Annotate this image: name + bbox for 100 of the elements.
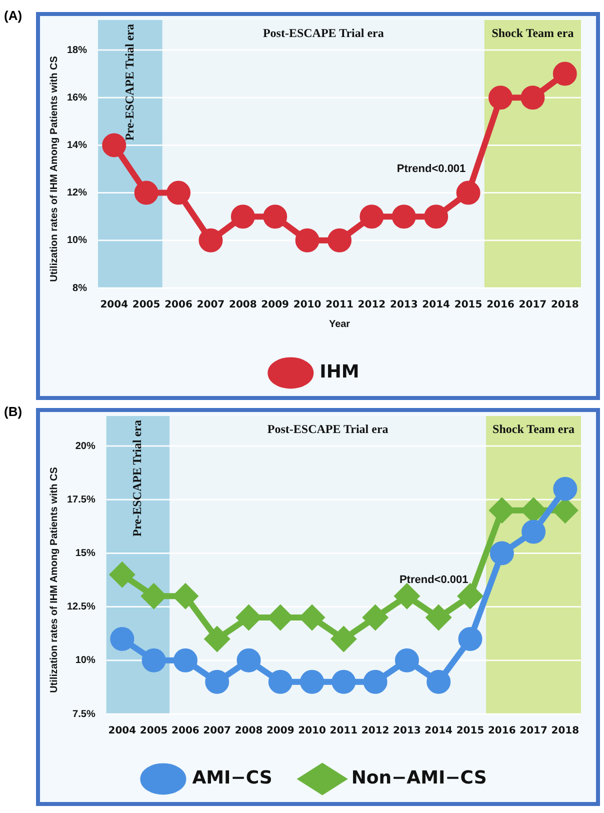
point [300, 670, 324, 694]
x-tick-label: 2012 [358, 300, 386, 311]
x-tick-label: 2017 [518, 300, 547, 311]
legend-label: IHM [320, 362, 360, 383]
point [522, 498, 546, 522]
point [328, 228, 352, 252]
y-axis-title: Utilization rates of IHM Among Patients with CS [48, 466, 60, 693]
point [332, 670, 356, 694]
point [173, 648, 198, 672]
x-tick-label: 2011 [330, 726, 358, 737]
x-tick-label: 2013 [390, 300, 418, 311]
x-tick-label: 2016 [488, 726, 516, 737]
point [110, 562, 134, 587]
point [142, 584, 166, 608]
point [553, 498, 578, 522]
point [488, 86, 513, 110]
x-tick-label: 2015 [456, 726, 484, 737]
point [332, 626, 356, 651]
point [198, 228, 223, 252]
band-label: Post-ESCAPE Trial era [262, 26, 384, 40]
y-tick-label: 15% [75, 548, 96, 559]
band-label: Pre-ESCAPE Trial era [122, 24, 136, 141]
point [230, 204, 255, 229]
x-tick-label: 2017 [520, 726, 548, 737]
point [300, 606, 324, 630]
point [205, 670, 230, 694]
y-tick-label: 10% [75, 655, 96, 666]
x-tick-label: 2010 [293, 300, 322, 311]
x-tick-label: 2007 [196, 300, 225, 311]
x-tick-label: 2018 [550, 300, 579, 311]
point [102, 133, 126, 158]
y-tick-label: 18% [67, 44, 88, 56]
x-tick-label: 2008 [234, 726, 263, 737]
point [426, 670, 451, 694]
x-tick-label: 2010 [298, 726, 326, 737]
point [553, 476, 578, 501]
x-tick-label: 2006 [172, 726, 200, 737]
x-tick-label: 2004 [100, 300, 128, 311]
point [392, 204, 416, 229]
point [173, 584, 198, 608]
y-tick-label: 16% [67, 92, 88, 104]
x-tick-label: 2004 [108, 726, 136, 737]
point [363, 606, 388, 630]
band-label: Post-ESCAPE Trial era [267, 422, 388, 436]
point [522, 520, 546, 544]
x-tick-label: 2015 [454, 300, 482, 311]
legend-label: AMI−CS [192, 768, 272, 789]
x-tick-label: 2009 [266, 726, 294, 737]
point [458, 584, 482, 608]
x-tick-label: 2008 [228, 300, 257, 311]
x-tick-label: 2012 [361, 726, 390, 737]
x-axis-title: Year [328, 318, 350, 330]
point [205, 626, 230, 651]
point [456, 180, 480, 205]
point [520, 86, 545, 110]
point [363, 670, 388, 694]
point [394, 584, 419, 608]
point [236, 648, 261, 672]
point [394, 648, 419, 672]
point [142, 648, 166, 672]
x-tick-label: 2016 [486, 300, 514, 311]
point [268, 606, 292, 630]
band-label: Shock Team era [492, 26, 574, 40]
point [490, 498, 514, 522]
annotation: Ptrend<0.001 [396, 163, 466, 176]
x-tick-label: 2006 [164, 300, 192, 311]
point [426, 606, 451, 630]
point [110, 626, 134, 651]
x-tick-label: 2014 [424, 726, 453, 737]
point [268, 670, 292, 694]
y-axis-title: Utilization rates of IHM Among Patients with CS [48, 56, 60, 282]
y-tick-label: 12.5% [66, 602, 96, 613]
band-label: Pre-ESCAPE Trial era [130, 420, 144, 537]
legend-label: Non−AMI−CS [351, 768, 487, 789]
y-tick-label: 10% [67, 235, 88, 246]
y-tick-label: 14% [67, 140, 88, 151]
point [134, 180, 158, 205]
point [295, 228, 320, 252]
y-tick-label: 17.5% [66, 494, 96, 506]
x-tick-label: 2014 [422, 300, 450, 311]
point [166, 180, 191, 205]
band-label: Shock Team era [492, 422, 575, 436]
chart-title: (B) [4, 404, 22, 419]
y-tick-label: 7.5% [72, 708, 96, 720]
x-tick-label: 2009 [261, 300, 290, 311]
point [263, 204, 288, 229]
point [424, 204, 448, 229]
annotation: Ptrend<0.001 [399, 574, 468, 586]
y-tick-label: 12% [67, 188, 88, 199]
point [552, 62, 577, 86]
x-tick-label: 2007 [203, 726, 232, 737]
x-tick-label: 2018 [551, 726, 580, 737]
point [490, 541, 514, 566]
chart-title: (A) [4, 8, 22, 23]
x-tick-label: 2013 [393, 726, 421, 737]
point [458, 626, 482, 651]
x-tick-label: 2005 [140, 726, 168, 737]
point [360, 204, 384, 229]
y-tick-label: 20% [75, 440, 96, 452]
y-tick-label: 8% [72, 282, 88, 294]
